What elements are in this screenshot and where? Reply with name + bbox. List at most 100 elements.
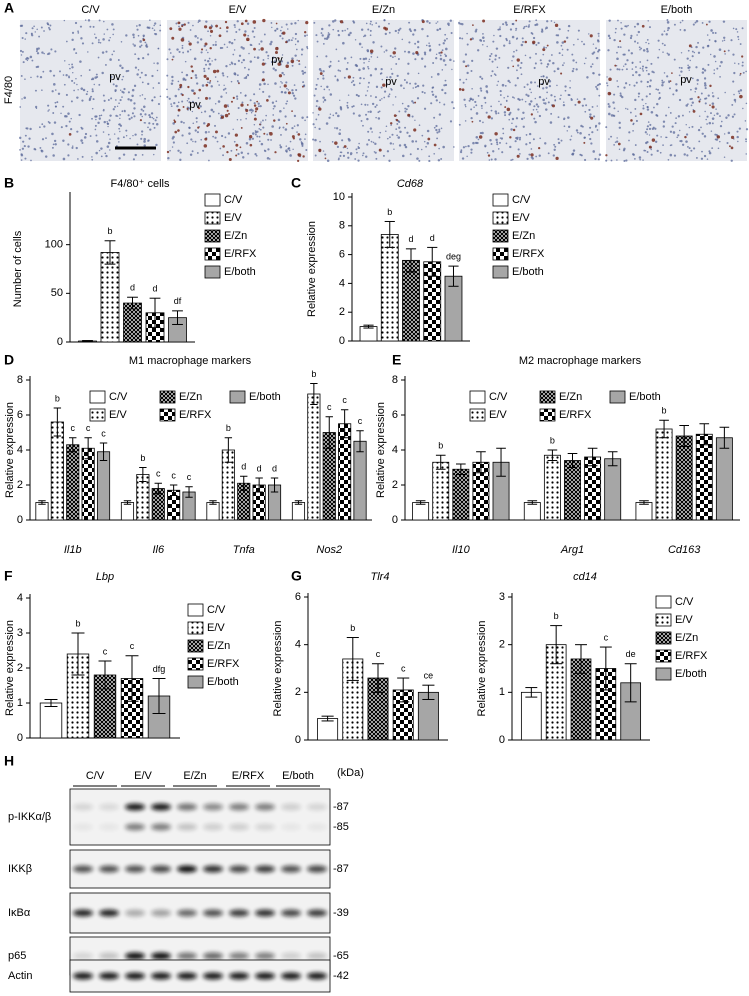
legend-swatch [492,229,509,243]
nucleus [315,105,318,108]
nucleus [502,132,505,135]
nucleus [139,45,142,48]
nucleus [610,114,614,117]
nucleus [489,139,492,142]
nucleus [133,102,136,105]
nucleus [428,42,430,44]
nucleus [91,117,93,120]
nucleus [154,33,158,36]
nucleus [76,83,78,86]
nucleus [125,69,128,73]
nucleus [723,133,726,135]
nucleus [350,153,352,156]
lane-label: E/RFX [232,770,265,782]
nucleus [141,94,144,96]
nucleus [112,108,115,111]
stained-cell [433,143,437,147]
stained-cell [218,34,222,38]
nucleus [226,30,229,33]
nucleus [104,152,107,155]
y-tick-label: 4 [339,277,345,289]
nucleus [570,98,573,101]
band [255,803,275,811]
nucleus [143,144,146,147]
nucleus [285,145,288,147]
band [151,865,171,873]
nucleus [166,88,168,91]
nucleus [532,108,535,111]
nucleus [306,47,309,50]
pv-label: pv [385,76,397,88]
nucleus [583,97,586,101]
nucleus [520,43,524,47]
significance-label: de [626,649,636,659]
nucleus [374,142,377,146]
stained-cell [255,107,259,111]
image-label: E/Zn [372,4,395,16]
legend-swatch [89,408,106,422]
nucleus [230,80,233,83]
y-tick-label: 0 [295,734,301,746]
nucleus [329,113,332,115]
nucleus [103,20,105,23]
nucleus [727,49,730,52]
nucleus [51,132,54,136]
nucleus [609,68,612,71]
nucleus [150,112,154,115]
nucleus [121,78,124,81]
nucleus [248,52,250,55]
nucleus [685,133,689,136]
nucleus [236,97,239,100]
nucleus [328,116,331,119]
band [99,952,119,960]
significance-label: b [350,623,355,633]
nucleus [71,146,74,149]
stained-cell [298,59,301,62]
nucleus [396,134,399,137]
legend-label: E/both [512,266,544,278]
stained-cell [235,154,238,157]
nucleus [673,154,677,157]
nucleus [416,157,419,160]
nucleus [591,131,594,134]
nucleus [171,75,174,79]
nucleus [397,29,401,32]
nucleus [196,41,200,44]
nucleus [413,28,417,32]
stained-cell [253,117,257,121]
error-bar [169,484,178,496]
nucleus [736,135,739,139]
nucleus [616,51,618,54]
nucleus [246,22,250,25]
nucleus [506,95,509,98]
nucleus [408,134,411,138]
nucleus [708,121,712,125]
nucleus [646,128,649,131]
nucleus [499,26,501,28]
nucleus [195,120,198,123]
nucleus [634,115,637,118]
nucleus [188,40,190,43]
nucleus [106,28,109,31]
nucleus [87,51,89,53]
nucleus [613,38,616,42]
nucleus [504,84,507,87]
nucleus [372,41,375,44]
nucleus [127,98,130,101]
nucleus [365,155,368,158]
nucleus [695,66,698,69]
stained-cell [187,85,190,89]
significance-label: dfg [153,664,166,674]
nucleus [352,105,355,108]
nucleus [98,83,101,86]
nucleus [71,38,74,42]
significance-label: deg [446,251,461,261]
stained-cell [215,130,218,134]
nucleus [220,95,223,98]
nucleus [538,154,541,157]
nucleus [535,43,538,46]
nucleus [645,95,648,98]
nucleus [103,99,106,102]
nucleus [465,145,467,148]
nucleus [644,131,647,134]
